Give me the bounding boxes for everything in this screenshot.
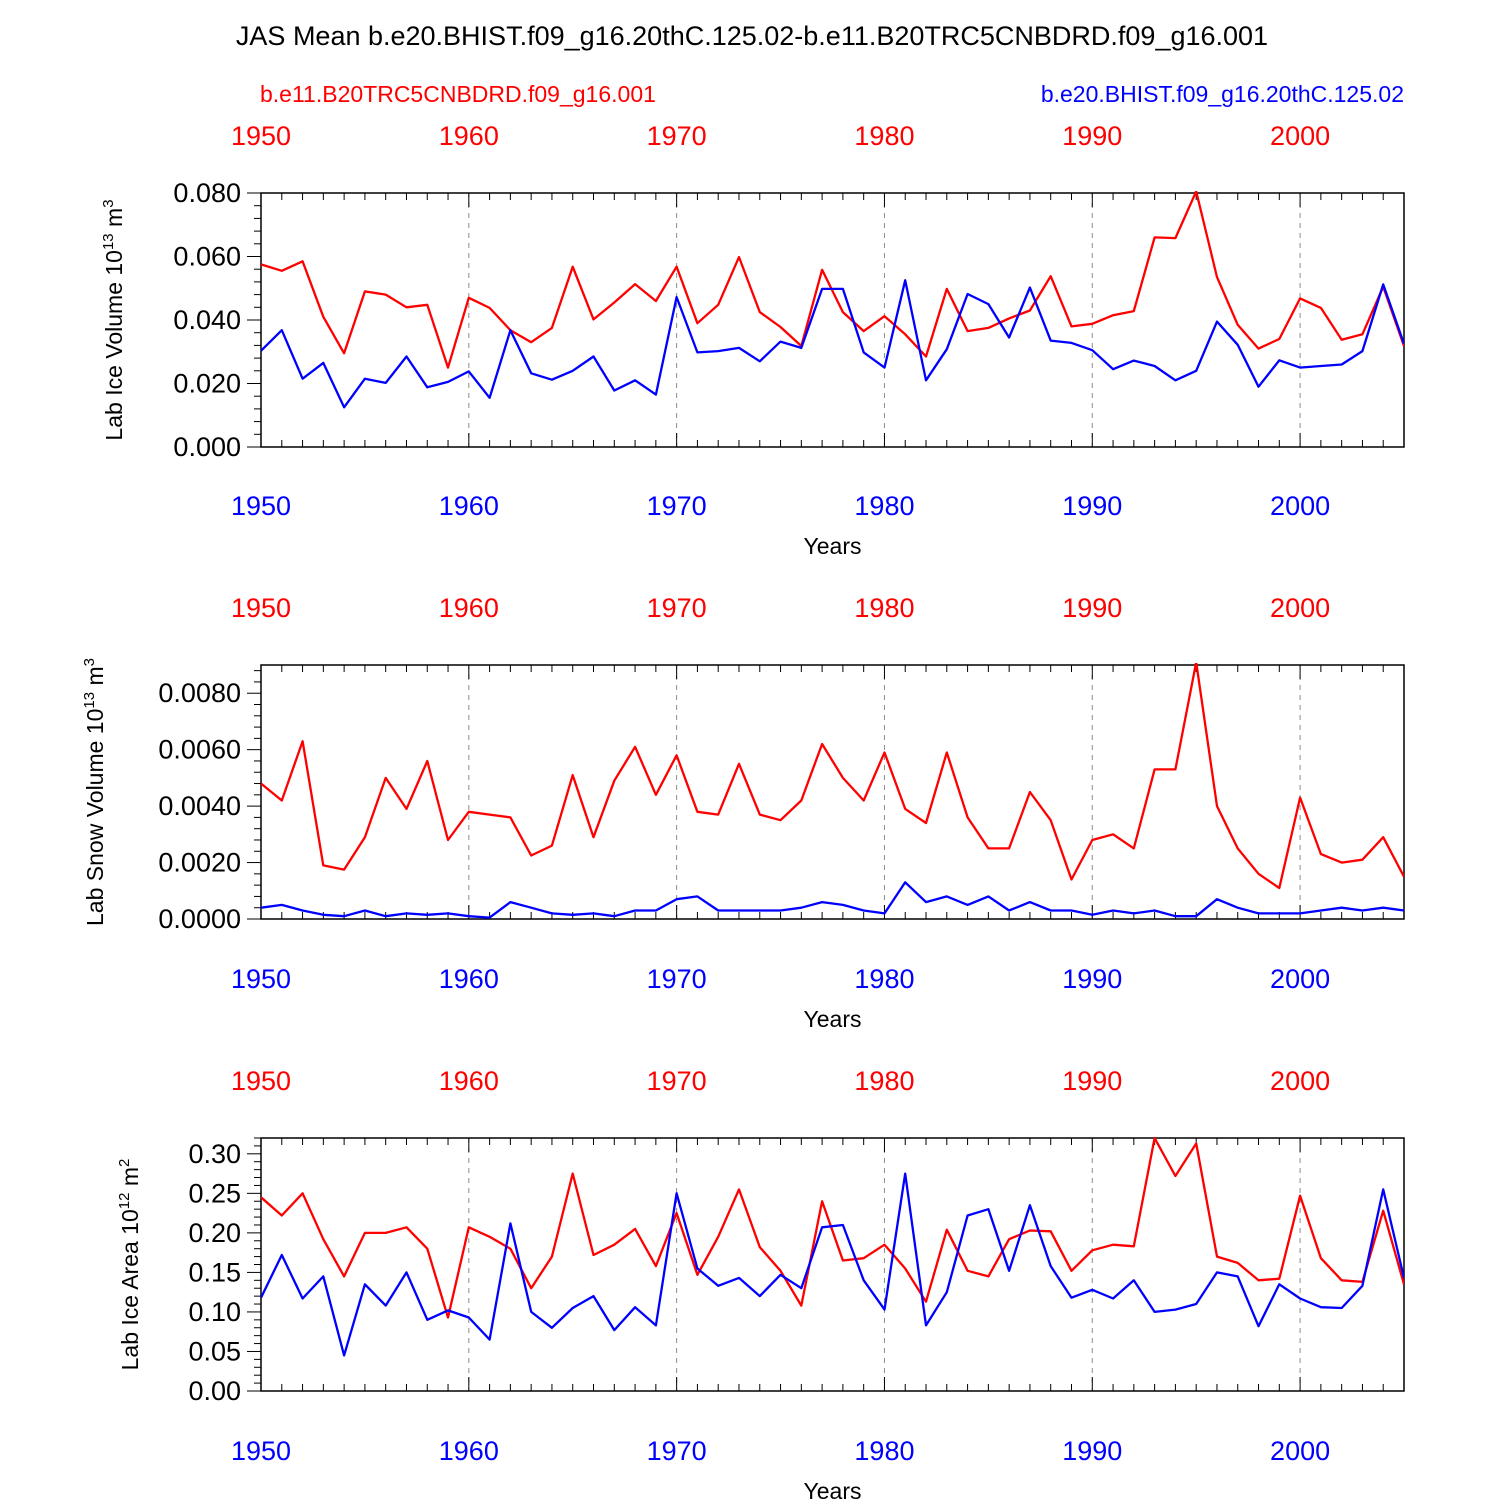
panel-ice-volume: 0.000 0.020 0.040 0.060 0.080 1950 1950 1960 196…: [100, 121, 1405, 559]
xtick-label-top: 1970: [647, 121, 707, 151]
xtick-label-bottom: 1950: [231, 491, 291, 521]
ytick-label: 0.20: [188, 1218, 241, 1248]
ytick-label: 0.05: [188, 1336, 241, 1366]
ytick-label: 0.060: [173, 242, 241, 272]
xtick-label-top: 1950: [231, 1066, 291, 1096]
xtick-label-bottom: 1990: [1062, 964, 1122, 994]
xtick-label-bottom: 1980: [854, 964, 914, 994]
xtick-label-top: 1990: [1062, 593, 1122, 623]
series-line-red: [261, 663, 1404, 890]
series-line-blue: [261, 1172, 1404, 1357]
ytick-label: 0.0080: [158, 678, 241, 708]
y-axis-label: Lab Snow Volume 1013 m3: [81, 658, 108, 926]
xtick-label-top: 1980: [854, 1066, 914, 1096]
xtick-label-bottom: 2000: [1270, 491, 1330, 521]
xtick-label-bottom: 1970: [647, 964, 707, 994]
xtick-label-bottom: 1970: [647, 1436, 707, 1466]
x-axis-label: Years: [804, 533, 862, 559]
xtick-label-bottom: 2000: [1270, 964, 1330, 994]
xtick-label-top: 2000: [1270, 593, 1330, 623]
y-axis-label: Lab Ice Area 1012 m2: [116, 1159, 143, 1371]
panel-snow-volume: 0.0000 0.0020 0.0040 0.0060 0.0080 1950 1950 19…: [81, 593, 1405, 1032]
ytick-label: 0.00: [188, 1376, 241, 1406]
x-axis-label: Years: [804, 1006, 862, 1032]
ytick-label: 0.020: [173, 369, 241, 399]
plot-frame: [260, 1137, 1405, 1392]
xtick-label-top: 1960: [439, 593, 499, 623]
xtick-label-bottom: 1960: [439, 964, 499, 994]
xtick-label-top: 1950: [231, 593, 291, 623]
xtick-label-bottom: 1970: [647, 491, 707, 521]
xtick-label-bottom: 1990: [1062, 1436, 1122, 1466]
xtick-label-top: 1950: [231, 121, 291, 151]
xtick-label-top: 1970: [647, 593, 707, 623]
series-line-blue: [261, 279, 1404, 409]
xtick-label-top: 1960: [439, 121, 499, 151]
xtick-label-bottom: 1960: [439, 1436, 499, 1466]
ytick-label: 0.15: [188, 1257, 241, 1287]
series-line-red: [261, 1136, 1404, 1319]
xtick-label-top: 2000: [1270, 1066, 1330, 1096]
ytick-label: 0.080: [173, 178, 241, 208]
ytick-label: 0.0060: [158, 735, 241, 765]
ytick-label: 0.10: [188, 1297, 241, 1327]
panel-ice-area: 0.00 0.05 0.10 0.15 0.20 0.25 0.30 1950 1950 1960…: [116, 1066, 1405, 1504]
xtick-label-bottom: 1980: [854, 491, 914, 521]
ytick-label: 0.0000: [158, 904, 241, 934]
ytick-label: 0.30: [188, 1139, 241, 1169]
xtick-label-top: 1990: [1062, 1066, 1122, 1096]
x-axis-label: Years: [804, 1478, 862, 1500]
series-line-blue: [261, 881, 1404, 919]
plot-frame: [260, 192, 1405, 448]
xtick-label-top: 1960: [439, 1066, 499, 1096]
ytick-label: 0.0020: [158, 848, 241, 878]
legend-blue-series: b.e20.BHIST.f09_g16.20thC.125.02: [1041, 81, 1404, 107]
xtick-label-bottom: 1960: [439, 491, 499, 521]
xtick-label-top: 1970: [647, 1066, 707, 1096]
xtick-label-bottom: 2000: [1270, 1436, 1330, 1466]
ytick-label: 0.0040: [158, 791, 241, 821]
xtick-label-bottom: 1990: [1062, 491, 1122, 521]
ytick-label: 0.000: [173, 432, 241, 462]
xtick-label-top: 2000: [1270, 121, 1330, 151]
ytick-label: 0.040: [173, 305, 241, 335]
ytick-label: 0.25: [188, 1178, 241, 1208]
xtick-label-bottom: 1950: [231, 964, 291, 994]
xtick-label-bottom: 1980: [854, 1436, 914, 1466]
chart-title: JAS Mean b.e20.BHIST.f09_g16.20thC.125.0…: [236, 21, 1268, 51]
xtick-label-top: 1990: [1062, 121, 1122, 151]
chart-panels: 0.000 0.020 0.040 0.060 0.080 1950 1950 1960 196…: [81, 121, 1405, 1504]
xtick-label-top: 1980: [854, 121, 914, 151]
xtick-label-top: 1980: [854, 593, 914, 623]
y-axis-label: Lab Ice Volume 1013 m3: [100, 199, 127, 440]
plot-frame: [260, 664, 1405, 920]
series-line-red: [261, 191, 1404, 369]
xtick-label-bottom: 1950: [231, 1436, 291, 1466]
legend-red-series: b.e11.B20TRC5CNBDRD.f09_g16.001: [260, 81, 656, 107]
